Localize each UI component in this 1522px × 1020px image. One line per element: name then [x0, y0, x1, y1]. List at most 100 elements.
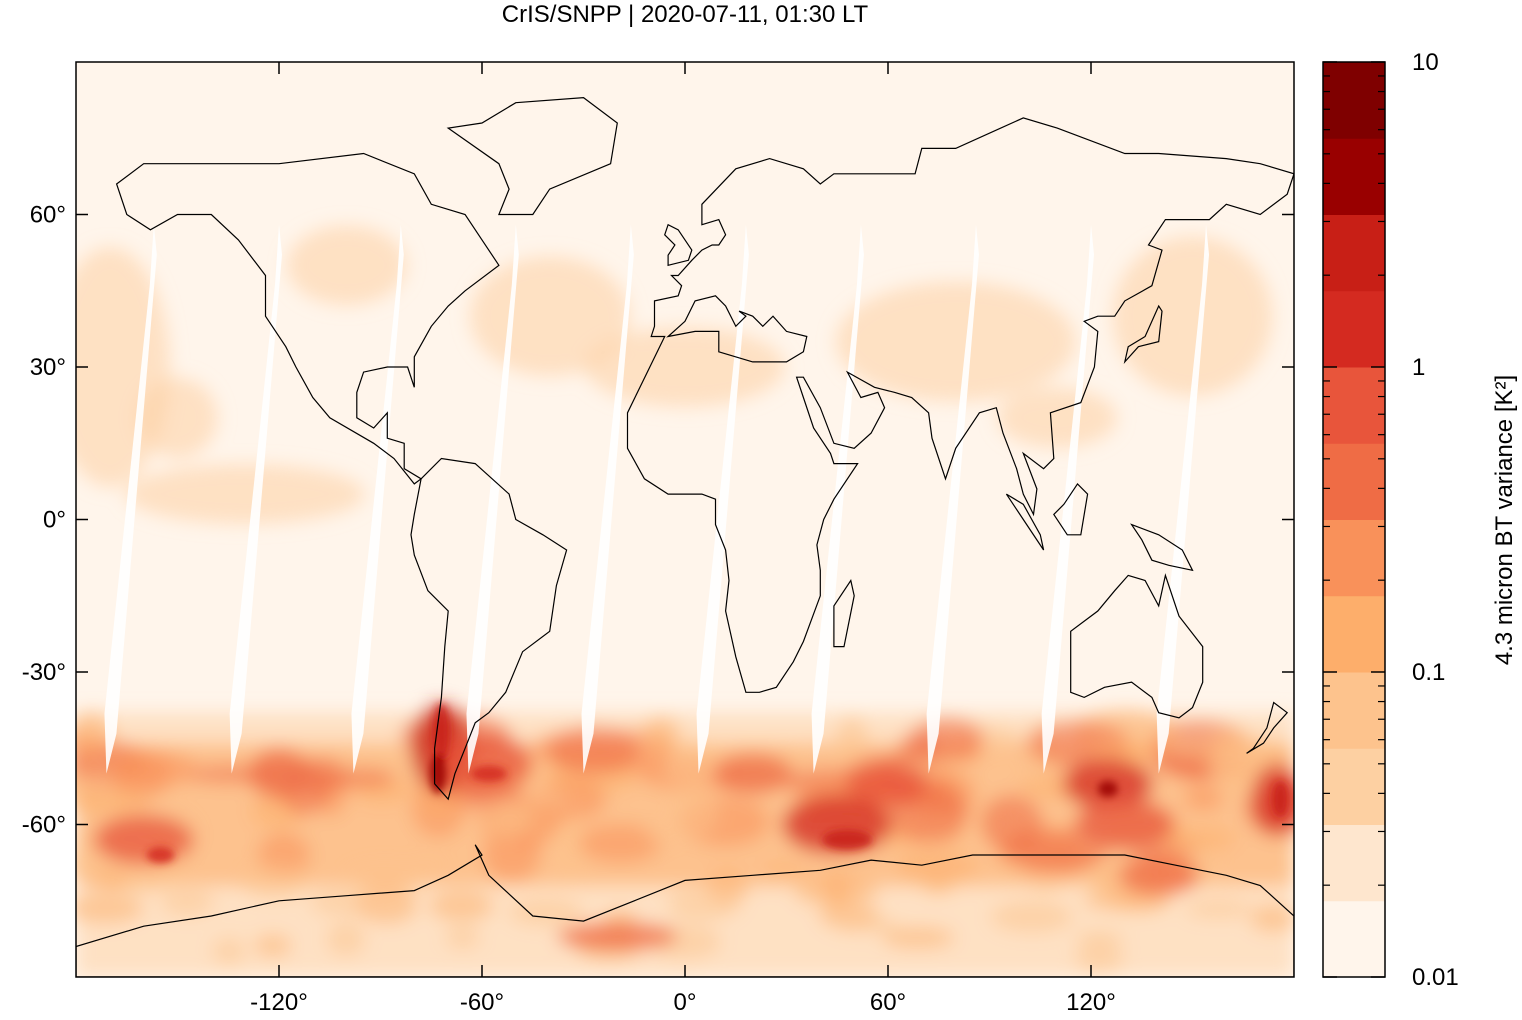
mediterranean-coast: [666, 295, 808, 363]
great-britain-coast: [664, 223, 693, 267]
variance-blob: [1082, 890, 1172, 911]
variance-blob: [643, 716, 680, 751]
y-tick-label: 30°: [30, 354, 66, 381]
colorbar-tick-label: 0.01: [1412, 964, 1459, 991]
variance-blob: [832, 918, 900, 933]
coastlines: [76, 96, 1294, 977]
x-tick-label: -60°: [460, 989, 504, 1016]
variance-blob: [821, 872, 853, 908]
variance-field: [76, 225, 1294, 977]
map-plot-area: [76, 62, 1294, 977]
orbit-gap: [466, 224, 519, 774]
colorbar-swatch: [1323, 900, 1385, 978]
australia-coast: [1070, 573, 1204, 719]
colorbar-swatch: [1323, 519, 1385, 597]
variance-blob: [1112, 236, 1273, 397]
variance-blob: [137, 377, 218, 458]
y-axis: 60° 30° 0° -30° -60°: [22, 202, 1294, 839]
y-tick-label: -60°: [22, 812, 66, 839]
variance-blob: [76, 893, 144, 923]
colorbar-tick-label: 0.1: [1412, 659, 1445, 686]
colorbar-swatch: [1323, 748, 1385, 825]
variance-blob: [413, 858, 447, 874]
x-axis: -120° -60° 0° 60° 120°: [250, 62, 1116, 1016]
colorbar-swatch: [1323, 214, 1385, 292]
variance-blob: [470, 765, 507, 782]
variance-blob: [527, 790, 568, 810]
x-tick-label: 60°: [870, 989, 906, 1016]
x-tick-label: 120°: [1066, 989, 1116, 1016]
colorbar-swatch: [1323, 367, 1385, 444]
variance-blob: [667, 888, 739, 920]
x-tick-label: -120°: [250, 989, 308, 1016]
variance-cores: [146, 703, 1289, 863]
variance-blob: [644, 826, 679, 845]
variance-blob: [432, 733, 532, 794]
orbit-gap: [1156, 224, 1210, 774]
variance-blob: [835, 281, 1076, 402]
colorbar-swatch: [1323, 290, 1385, 368]
variance-blob: [483, 827, 541, 883]
colorbar-tick-label: 10: [1412, 49, 1439, 76]
y-tick-label: 60°: [30, 202, 66, 229]
variance-blob: [354, 885, 418, 924]
variance-blob: [254, 934, 292, 957]
variance-blob: [125, 464, 366, 525]
orbit-gap: [351, 224, 404, 774]
variance-blob: [445, 926, 480, 949]
variance-blob: [585, 327, 785, 407]
borneo-coast: [1053, 482, 1089, 536]
north-america-coast: [115, 152, 500, 485]
variance-blob: [239, 863, 310, 899]
variance-blob: [1075, 943, 1124, 973]
variance-blob: [326, 922, 365, 956]
variance-blob: [990, 901, 1073, 933]
variance-blob: [1183, 785, 1224, 811]
variance-blob: [429, 890, 494, 921]
variance-blob: [994, 861, 1030, 879]
variance-blob: [114, 751, 197, 787]
orbit-gap: [581, 224, 634, 774]
antarctica-coast: [76, 844, 1294, 977]
indonesia-coast: [1005, 493, 1045, 551]
variance-blob: [536, 779, 607, 820]
variance-blob: [712, 753, 793, 794]
variance-blob: [980, 795, 1043, 852]
variance-blob: [909, 718, 984, 760]
colorbar-swatch: [1323, 595, 1385, 673]
variance-blob: [93, 814, 194, 865]
variance-blob: [578, 823, 662, 863]
colorbar-swatch: [1323, 824, 1385, 902]
variance-blob: [160, 889, 215, 915]
variance-blob: [835, 715, 868, 772]
colorbar: 10 1 0.1 0.01: [1322, 49, 1459, 991]
y-tick-label: 0°: [43, 507, 66, 534]
colorbar-swatch: [1323, 672, 1385, 749]
variance-blob: [484, 797, 531, 842]
chart-title: CrIS/SNPP | 2020-07-11, 01:30 LT: [502, 1, 869, 28]
madagascar-coast: [833, 578, 855, 648]
variance-blob: [212, 938, 246, 964]
greenland-coast: [446, 96, 618, 216]
variance-blob: [997, 387, 1118, 448]
variance-blob: [433, 703, 450, 763]
colorbar-swatch: [1323, 138, 1385, 215]
variance-blob: [557, 922, 678, 951]
eurasia-africa-coast: [626, 117, 1294, 693]
colorbar-label: 4.3 micron BT variance [K²]: [1491, 375, 1518, 665]
y-tick-label: -30°: [22, 659, 66, 686]
variance-blob: [508, 898, 584, 926]
orbit-gap: [696, 224, 749, 774]
variance-blob: [249, 748, 309, 799]
variance-blob: [673, 781, 719, 838]
variance-blob: [76, 791, 150, 815]
colorbar-swatch: [1323, 443, 1385, 520]
variance-blob: [1097, 780, 1118, 797]
variance-blob: [1272, 781, 1289, 818]
variance-blob: [922, 878, 954, 895]
colorbar-tick-label: 1: [1412, 354, 1425, 381]
japan-coast: [1123, 304, 1163, 365]
colorbar-swatch: [1323, 62, 1385, 139]
variance-blob: [553, 814, 590, 875]
variance-blob: [1028, 873, 1062, 892]
